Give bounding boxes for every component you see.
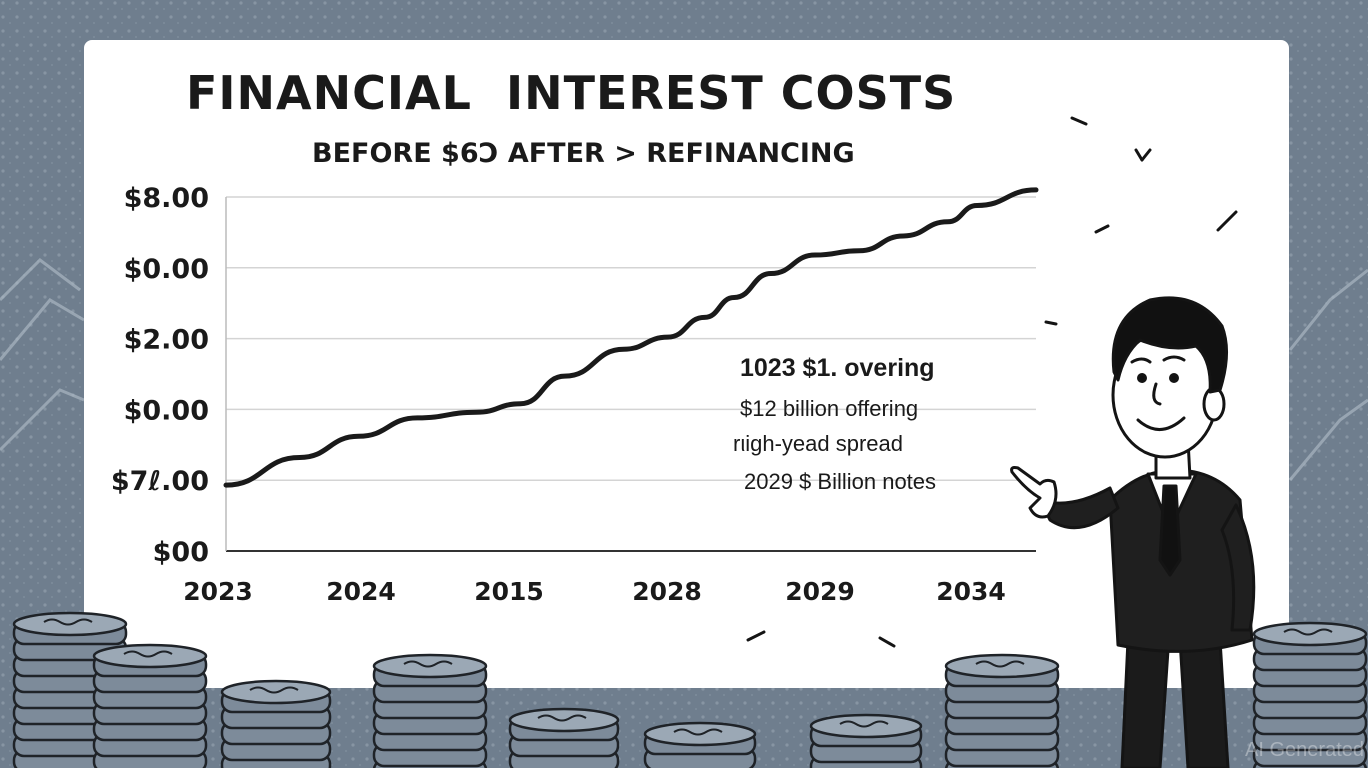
sparkle-dash-icon [746, 116, 1238, 648]
data-point [1035, 189, 1037, 191]
chart-title: FINANCIAL INTEREST COSTS [186, 66, 957, 120]
y-tick-label: $7ℓ.00 [111, 466, 209, 497]
data-point [902, 235, 904, 237]
y-tick-label: $8.00 [124, 183, 209, 214]
dollar-coin-stack-icon [809, 713, 923, 768]
x-tick-label: 2029 [785, 577, 855, 606]
data-point [814, 254, 816, 256]
watermark: AI Generated [1245, 739, 1364, 761]
y-tick-label: $0.00 [124, 254, 209, 285]
x-tick-label: 2023 [183, 577, 253, 606]
dollar-coin-stack-icon [643, 721, 757, 768]
dollar-coin-stack-icon [944, 653, 1060, 768]
data-point [520, 403, 522, 405]
dollar-coin-stack-icon [12, 611, 128, 768]
annotation-heading: 1023 $1. overing [740, 354, 935, 382]
chart-panel [84, 40, 1289, 688]
data-point [623, 348, 625, 350]
y-tick-label: $2.00 [124, 325, 209, 356]
data-point [416, 417, 418, 419]
data-point [667, 336, 669, 338]
x-tick-label: 2024 [326, 577, 396, 606]
chart-subtitle: BEFORE $6Ɔ AFTER > REFINANCING [312, 138, 855, 169]
data-point [225, 484, 227, 486]
data-point [976, 204, 978, 206]
data-point [947, 221, 949, 223]
data-point [858, 250, 860, 252]
data-point [299, 457, 301, 459]
data-point [564, 375, 566, 377]
y-tick-label: $0.00 [124, 395, 209, 426]
x-tick-label: 2028 [632, 577, 702, 606]
x-tick-label: 2015 [474, 577, 544, 606]
y-tick-label: $00 [153, 537, 209, 568]
data-point [704, 316, 706, 318]
data-point [475, 411, 477, 413]
dollar-coin-stack-icon [92, 643, 208, 768]
x-tick-label: 2034 [936, 577, 1006, 606]
annotation-line: $12 billion offering [740, 396, 919, 421]
dollar-coin-stack-icon [372, 653, 488, 768]
dollar-coin-stack-icon [508, 707, 620, 768]
data-point [770, 272, 772, 274]
data-point [733, 297, 735, 299]
dollar-coin-stack-icon [220, 679, 332, 768]
annotation-line: 2029 $ Billion notes [744, 469, 937, 494]
data-point [358, 435, 360, 437]
dollar-coin-stack-icon [1252, 621, 1368, 768]
annotation-line: rιigh-yead spread [733, 431, 903, 456]
